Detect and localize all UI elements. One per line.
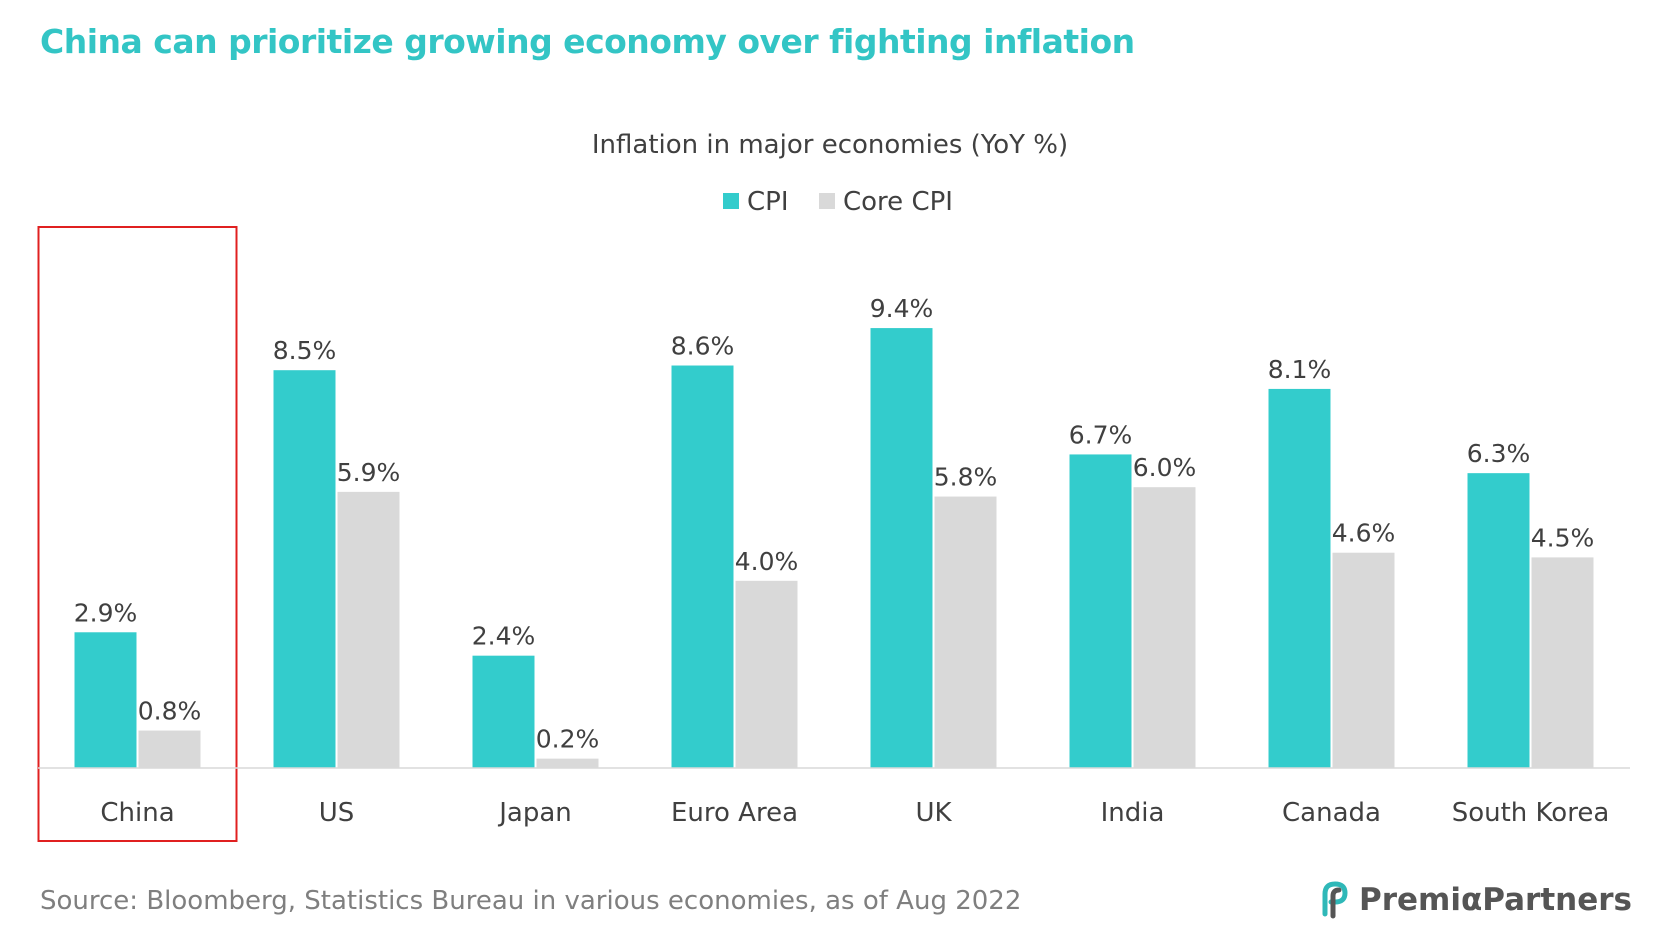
bar-cpi-euro-area bbox=[671, 365, 734, 768]
x-tick-label-uk: UK bbox=[915, 798, 952, 828]
data-label-core-cpi-canada: 4.6% bbox=[1332, 519, 1396, 548]
data-label-core-cpi-uk: 5.8% bbox=[934, 463, 998, 492]
x-tick-label-japan: Japan bbox=[497, 798, 572, 828]
legend-label-core-cpi: Core CPI bbox=[843, 187, 953, 217]
bar-cpi-india bbox=[1069, 454, 1132, 768]
legend: CPI Core CPI bbox=[723, 187, 953, 217]
brand-logo: PremiαPartners bbox=[1317, 880, 1632, 920]
bar-cpi-japan bbox=[472, 655, 535, 768]
highlight-box-china bbox=[37, 226, 238, 842]
brand-name: PremiαPartners bbox=[1358, 882, 1632, 918]
data-label-core-cpi-euro-area: 4.0% bbox=[735, 547, 799, 576]
bar-cpi-canada bbox=[1268, 388, 1331, 768]
bar-core-cpi-india bbox=[1133, 487, 1196, 768]
bar-core-cpi-us bbox=[337, 491, 400, 768]
source-note: Source: Bloomberg, Statistics Bureau in … bbox=[40, 886, 1022, 916]
data-label-core-cpi-us: 5.9% bbox=[337, 458, 401, 487]
data-label-cpi-canada: 8.1% bbox=[1268, 355, 1332, 384]
legend-swatch-cpi bbox=[723, 193, 739, 209]
legend-swatch-core-cpi bbox=[819, 193, 835, 209]
data-label-cpi-south-korea: 6.3% bbox=[1467, 439, 1531, 468]
data-label-cpi-uk: 9.4% bbox=[870, 294, 934, 323]
bar-core-cpi-south-korea bbox=[1531, 557, 1594, 768]
bar-cpi-uk bbox=[870, 328, 933, 768]
x-tick-label-south-korea: South Korea bbox=[1452, 798, 1610, 828]
bar-core-cpi-uk bbox=[934, 496, 997, 768]
data-label-core-cpi-india: 6.0% bbox=[1133, 453, 1197, 482]
data-label-cpi-euro-area: 8.6% bbox=[671, 332, 735, 361]
data-label-cpi-india: 6.7% bbox=[1069, 420, 1133, 449]
premia-logo-icon bbox=[1322, 881, 1348, 919]
plot-area: 2.9% 0.8% China 8.5% 5.9% US 2.4% 0.2% Japan 8.6%… bbox=[37, 226, 1630, 842]
bar-cpi-china bbox=[74, 632, 137, 768]
data-label-core-cpi-china: 0.8% bbox=[138, 697, 202, 726]
x-tick-label-us: US bbox=[319, 798, 355, 828]
chart-title: Inflation in major economies (YoY %) bbox=[592, 130, 1068, 160]
x-tick-label-china: China bbox=[100, 798, 174, 828]
bar-core-cpi-canada bbox=[1332, 552, 1395, 768]
bar-core-cpi-china bbox=[138, 730, 201, 768]
bar-core-cpi-euro-area bbox=[735, 580, 798, 768]
bar-core-cpi-japan bbox=[536, 758, 599, 768]
data-label-cpi-us: 8.5% bbox=[273, 336, 337, 365]
data-label-cpi-japan: 2.4% bbox=[472, 622, 536, 651]
bar-cpi-us bbox=[273, 370, 336, 768]
x-tick-label-canada: Canada bbox=[1282, 798, 1381, 828]
data-label-core-cpi-japan: 0.2% bbox=[536, 725, 600, 754]
data-label-core-cpi-south-korea: 4.5% bbox=[1531, 523, 1595, 552]
data-label-cpi-china: 2.9% bbox=[74, 598, 138, 627]
page-title: China can prioritize growing economy ove… bbox=[40, 22, 1135, 61]
x-tick-label-india: India bbox=[1101, 798, 1165, 828]
legend-label-cpi: CPI bbox=[747, 187, 789, 217]
x-tick-label-euro-area: Euro Area bbox=[671, 798, 798, 828]
bar-cpi-south-korea bbox=[1467, 473, 1530, 768]
